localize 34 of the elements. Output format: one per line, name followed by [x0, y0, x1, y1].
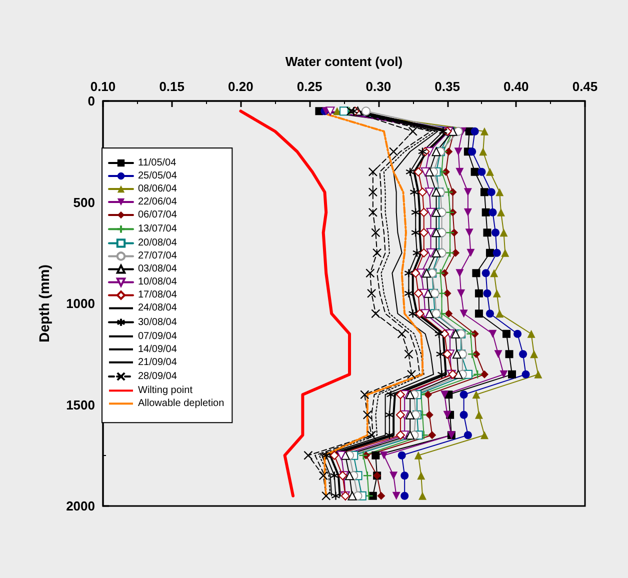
- y-tick-label: 1000: [66, 296, 95, 311]
- legend-label: 14/09/04: [138, 344, 178, 355]
- legend-label: 13/07/04: [138, 224, 178, 235]
- legend-label: 22/06/04: [138, 196, 178, 208]
- legend-label: 28/09/04: [138, 371, 178, 382]
- x-tick-label: 0.45: [572, 79, 598, 94]
- x-tick-label: 0.30: [366, 79, 392, 94]
- legend-label: 20/08/04: [138, 238, 178, 249]
- legend-label: 17/08/04: [138, 290, 178, 301]
- y-axis-title: Depth (mm): [36, 264, 52, 342]
- x-axis-title: Water content (vol): [285, 54, 403, 69]
- y-tick-label: 500: [73, 194, 95, 210]
- legend-label: 08/06/04: [138, 184, 178, 194]
- legend-label: 10/08/04: [138, 276, 178, 288]
- y-tick-label: 0: [88, 94, 95, 108]
- legend-label: 27/07/04: [138, 250, 178, 262]
- x-tick-label: 0.40: [503, 79, 529, 94]
- x-tick-label: 0.20: [228, 79, 254, 94]
- x-tick-label: 0.10: [90, 79, 116, 94]
- x-tick-label: 0.25: [296, 79, 322, 94]
- legend-label: 21/09/04: [138, 356, 178, 368]
- y-tick-label: 1500: [66, 397, 95, 412]
- legend-label: 24/08/04: [138, 302, 178, 314]
- legend-label: 11/05/04: [138, 158, 177, 168]
- legend-label: 25/05/04: [138, 170, 178, 182]
- x-tick-label: 0.35: [434, 79, 460, 94]
- legend-label: 06/07/04: [138, 210, 178, 220]
- legend-label: 03/08/04: [138, 264, 178, 275]
- x-tick-label: 0.15: [159, 79, 185, 94]
- legend-label: 07/09/04: [138, 330, 178, 342]
- y-tick-label: 2000: [66, 498, 95, 514]
- legend-label: Wilting point: [138, 385, 193, 396]
- legend-label: 30/08/04: [138, 316, 178, 328]
- legend-label: Allowable depletion: [138, 398, 224, 410]
